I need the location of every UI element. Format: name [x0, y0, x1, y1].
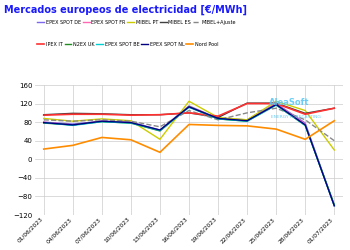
Text: AleaSoft: AleaSoft [269, 98, 310, 107]
Legend: IPEX IT, N2EX UK, EPEX SPOT BE, EPEX SPOT NL, Nord Pool: IPEX IT, N2EX UK, EPEX SPOT BE, EPEX SPO… [37, 42, 218, 47]
Text: ENERGY FORECASTING: ENERGY FORECASTING [271, 115, 320, 119]
Text: Mercados europeos de electricidad [€/MWh]: Mercados europeos de electricidad [€/MWh… [4, 5, 246, 15]
